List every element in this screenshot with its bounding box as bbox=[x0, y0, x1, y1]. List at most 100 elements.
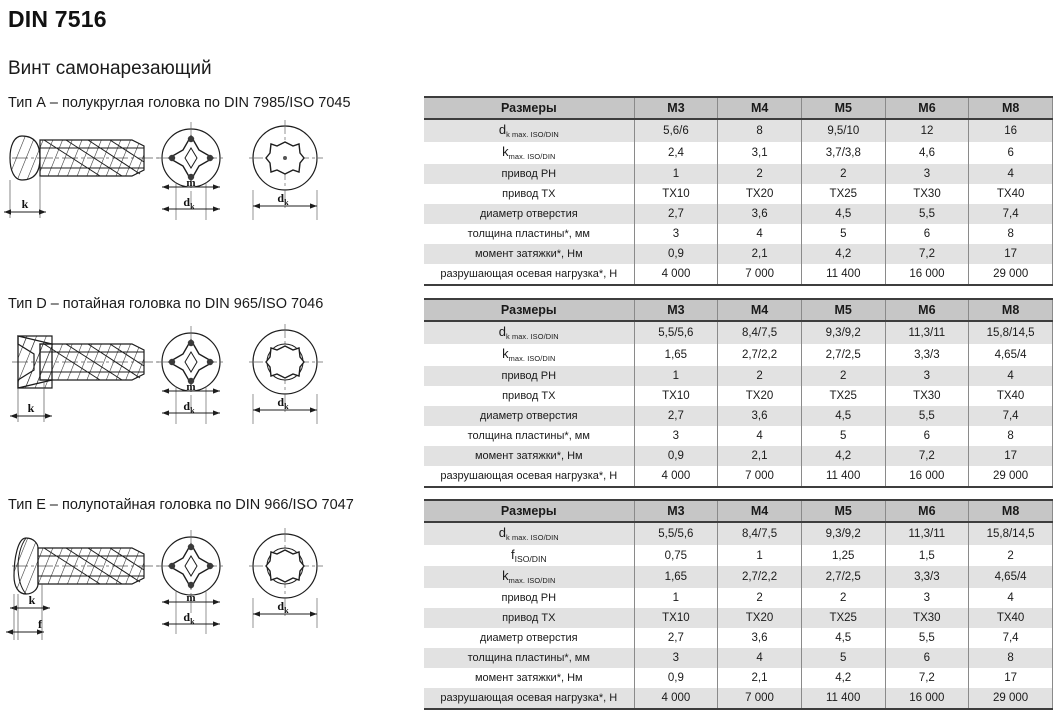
table-cell: 6 bbox=[884, 224, 970, 244]
column-header-M5: M5 bbox=[800, 96, 886, 120]
table-cell: 3 bbox=[884, 366, 970, 386]
table-cell: 4,2 bbox=[800, 244, 886, 264]
table-cell: 16 000 bbox=[884, 466, 970, 488]
table-cell: 11,3/11 bbox=[884, 321, 970, 344]
spec-table-type-d: Размеры M3 M4 M5 M6 M8 dk max. ISO/DIN 5,5/5,6 8… bbox=[424, 298, 1053, 488]
table-cell: 6 bbox=[884, 426, 970, 446]
table-cell: 17 bbox=[968, 244, 1053, 264]
table-cell: 3,3/3 bbox=[884, 344, 970, 366]
dim-label-m: m bbox=[186, 177, 195, 189]
table-cell: 2 bbox=[800, 366, 886, 386]
table-row: привод PH 1 2 2 3 4 bbox=[424, 366, 1053, 386]
table-cell: 16 000 bbox=[884, 264, 970, 286]
row-label: диаметр отверстия bbox=[424, 628, 635, 648]
table-cell: 11 400 bbox=[800, 466, 886, 488]
table-cell: 2,7/2,5 bbox=[800, 344, 886, 366]
row-label: момент затяжки*, Нм bbox=[424, 244, 635, 264]
table-cell: 1 bbox=[633, 164, 719, 184]
column-header-M6: M6 bbox=[884, 96, 970, 120]
table-cell: TX20 bbox=[717, 184, 802, 204]
table-cell: 1,5 bbox=[884, 545, 970, 566]
drawing-type-a: k bbox=[4, 116, 344, 228]
table-cell: 29 000 bbox=[968, 688, 1053, 710]
table-cell: 16 bbox=[968, 119, 1053, 142]
row-label: разрушающая осевая нагрузка*, Н bbox=[424, 466, 635, 488]
table-row: момент затяжки*, Нм 0,9 2,1 4,2 7,2 17 bbox=[424, 446, 1053, 466]
section-heading-type-a: Тип А – полукруглая головка по DIN 7985/… bbox=[8, 95, 351, 111]
table-cell: 7,2 bbox=[884, 244, 970, 264]
column-header-M5: M5 bbox=[800, 499, 886, 523]
table-cell: 2,4 bbox=[633, 142, 719, 164]
table-cell: 3,6 bbox=[717, 204, 802, 224]
table-cell: TX20 bbox=[717, 608, 802, 628]
table-cell: 3 bbox=[633, 224, 719, 244]
row-label: толщина пластины*, мм bbox=[424, 426, 635, 446]
table-cell: TX30 bbox=[884, 608, 970, 628]
table-cell: 1,25 bbox=[800, 545, 886, 566]
table-cell: 0,9 bbox=[633, 446, 719, 466]
table-row: толщина пластины*, мм 3 4 5 6 8 bbox=[424, 224, 1053, 244]
table-cell: 3 bbox=[633, 426, 719, 446]
column-header-M8: M8 bbox=[968, 298, 1053, 322]
table-cell: 4 bbox=[968, 366, 1053, 386]
table-cell: 2,7/2,5 bbox=[800, 566, 886, 588]
table-cell: TX20 bbox=[717, 386, 802, 406]
table-cell: 11 400 bbox=[800, 688, 886, 710]
table-cell: 2 bbox=[800, 164, 886, 184]
table-cell: 5,5/5,6 bbox=[633, 522, 719, 545]
dim-label-dk: dk bbox=[183, 610, 195, 626]
table-cell: 3,3/3 bbox=[884, 566, 970, 588]
table-cell: 9,5/10 bbox=[800, 119, 886, 142]
table-cell: 8,4/7,5 bbox=[717, 321, 802, 344]
table-header-row: Размеры M3 M4 M5 M6 M8 bbox=[424, 96, 1053, 120]
dim-label-dk-torx: dk bbox=[277, 395, 289, 411]
column-header-M3: M3 bbox=[633, 96, 719, 120]
table-cell: 11,3/11 bbox=[884, 522, 970, 545]
table-cell: 7 000 bbox=[717, 264, 802, 286]
table-row: привод TX TX10 TX20 TX25 TX30 TX40 bbox=[424, 184, 1053, 204]
column-header-M8: M8 bbox=[968, 96, 1053, 120]
table-row: диаметр отверстия 2,7 3,6 4,5 5,5 7,4 bbox=[424, 406, 1053, 426]
section-heading-type-d: Тип D – потайная головка по DIN 965/ISO … bbox=[8, 296, 324, 312]
column-header-parameter: Размеры bbox=[424, 298, 635, 322]
dim-label-k: k bbox=[29, 593, 36, 607]
row-label: kmax. ISO/DIN bbox=[424, 344, 635, 366]
table-cell: 4 bbox=[968, 164, 1053, 184]
table-cell: 2 bbox=[717, 164, 802, 184]
table-cell: 3,7/3,8 bbox=[800, 142, 886, 164]
column-header-M4: M4 bbox=[717, 298, 802, 322]
table-cell: 15,8/14,5 bbox=[968, 522, 1053, 545]
table-cell: 7,4 bbox=[968, 406, 1053, 426]
column-header-M6: M6 bbox=[884, 298, 970, 322]
table-cell: 3,1 bbox=[717, 142, 802, 164]
row-label: момент затяжки*, Нм bbox=[424, 668, 635, 688]
row-label: привод TX bbox=[424, 184, 635, 204]
table-cell: 11 400 bbox=[800, 264, 886, 286]
table-cell: 7,4 bbox=[968, 204, 1053, 224]
table-cell: 7,4 bbox=[968, 628, 1053, 648]
table-cell: 8 bbox=[968, 426, 1053, 446]
table-cell: 2 bbox=[717, 588, 802, 608]
drawing-type-e: k f m dk bbox=[4, 524, 344, 650]
table-body-type-e: Размеры M3 M4 M5 M6 M8 dk max. ISO/DIN 5,5/5,6 8… bbox=[424, 499, 1053, 710]
table-cell: 4 bbox=[968, 588, 1053, 608]
table-cell: 4,65/4 bbox=[968, 566, 1053, 588]
row-label: диаметр отверстия bbox=[424, 406, 635, 426]
table-cell: 7,2 bbox=[884, 668, 970, 688]
table-row: толщина пластины*, мм 3 4 5 6 8 bbox=[424, 648, 1053, 668]
table-row: диаметр отверстия 2,7 3,6 4,5 5,5 7,4 bbox=[424, 628, 1053, 648]
table-row: привод TX TX10 TX20 TX25 TX30 TX40 bbox=[424, 386, 1053, 406]
table-cell: 6 bbox=[884, 648, 970, 668]
table-cell: 2,7 bbox=[633, 628, 719, 648]
column-header-parameter: Размеры bbox=[424, 499, 635, 523]
table-row: kmax. ISO/DIN 1,65 2,7/2,2 2,7/2,5 3,3/3 4,65… bbox=[424, 344, 1053, 366]
spec-table-type-e: Размеры M3 M4 M5 M6 M8 dk max. ISO/DIN 5,5/5,6 8… bbox=[424, 499, 1053, 710]
table-cell: 4,5 bbox=[800, 628, 886, 648]
row-label: привод PH bbox=[424, 588, 635, 608]
table-cell: 5,5 bbox=[884, 628, 970, 648]
row-label: толщина пластины*, мм bbox=[424, 224, 635, 244]
